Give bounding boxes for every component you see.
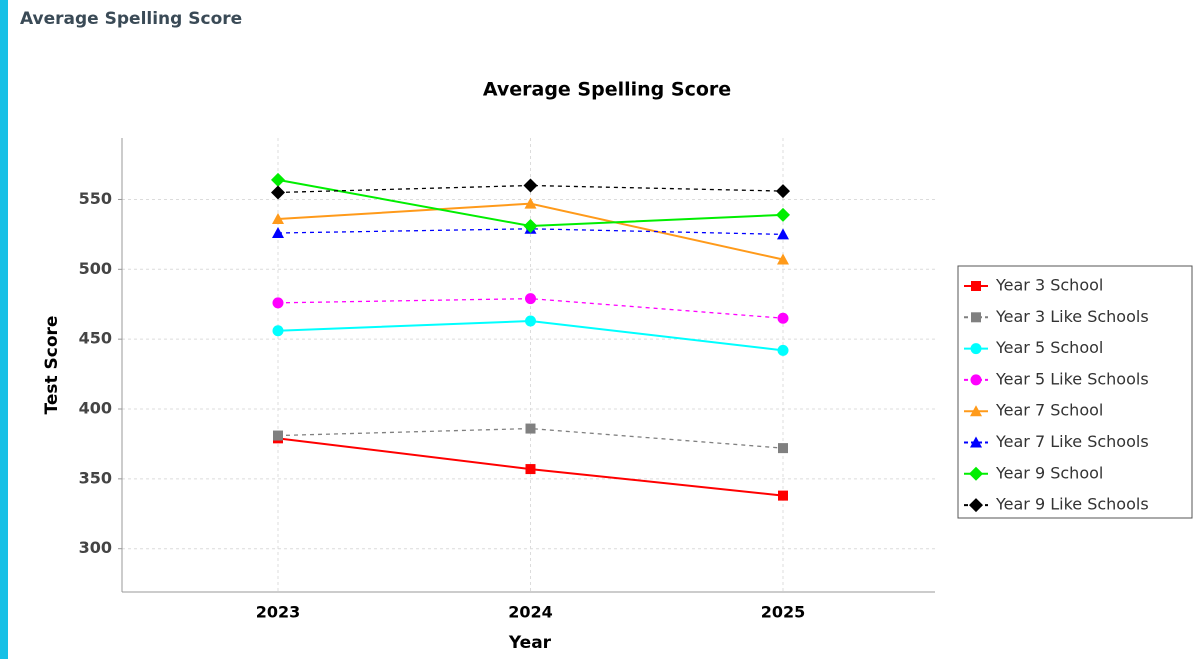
marker <box>272 325 284 337</box>
marker <box>272 213 284 225</box>
marker <box>776 184 790 199</box>
x-tick-label: 2025 <box>761 603 806 622</box>
marker <box>525 464 536 475</box>
marker <box>525 423 536 434</box>
marker <box>524 197 537 209</box>
legend-label: Year 7 Like Schools <box>995 432 1149 451</box>
marker <box>778 443 788 454</box>
legend-label: Year 3 School <box>995 276 1103 295</box>
legend-label: Year 3 Like Schools <box>995 307 1149 326</box>
legend-label: Year 5 Like Schools <box>995 369 1149 388</box>
y-tick-label: 400 <box>79 399 112 418</box>
marker <box>271 185 285 200</box>
marker <box>272 226 284 238</box>
marker <box>969 466 983 481</box>
marker <box>970 436 982 448</box>
legend-label: Year 9 School <box>995 463 1103 482</box>
marker <box>777 312 789 324</box>
marker <box>271 172 285 187</box>
marker <box>778 490 788 501</box>
y-tick-label: 500 <box>79 259 112 278</box>
marker <box>971 281 981 291</box>
legend-label: Year 9 Like Schools <box>995 495 1149 514</box>
marker <box>523 219 538 234</box>
chart-title: Average Spelling Score <box>483 79 731 101</box>
marker <box>969 498 983 513</box>
marker <box>777 253 789 265</box>
marker <box>273 430 283 441</box>
y-tick-label: 300 <box>79 538 112 557</box>
marker <box>970 374 982 386</box>
legend-label: Year 5 School <box>995 338 1103 357</box>
marker <box>776 207 790 222</box>
marker <box>525 293 536 305</box>
marker <box>970 405 982 417</box>
legend-box <box>957 265 1193 519</box>
x-axis-label: Year <box>508 633 552 653</box>
side-bar <box>0 0 8 659</box>
x-tick-label: 2024 <box>508 603 553 622</box>
page-title: Average Spelling Score <box>20 9 243 29</box>
marker <box>970 343 982 355</box>
y-tick-label: 550 <box>79 189 112 208</box>
marker <box>777 344 789 356</box>
marker <box>525 315 536 327</box>
marker <box>777 228 789 240</box>
legend-label: Year 7 School <box>995 401 1103 420</box>
y-axis-label: Test Score <box>42 316 62 415</box>
marker <box>523 178 538 193</box>
y-tick-label: 450 <box>79 329 112 348</box>
x-tick-label: 2023 <box>256 603 301 622</box>
marker <box>971 312 981 323</box>
y-tick-label: 350 <box>79 468 112 487</box>
marker <box>272 297 284 309</box>
